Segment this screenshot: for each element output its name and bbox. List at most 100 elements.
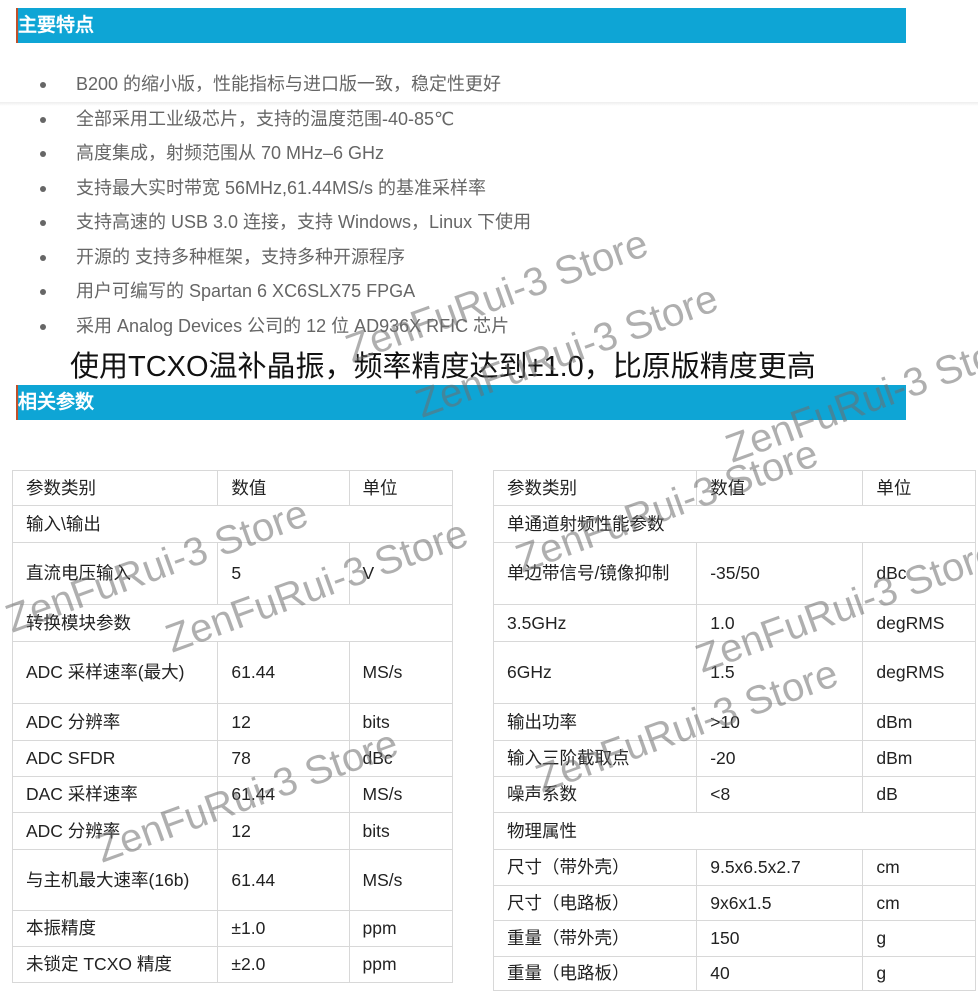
value-cell: 数值: [217, 470, 350, 506]
feature-list: B200 的缩小版，性能指标与进口版一致，稳定性更好 全部采用工业级芯片，支持的温…: [40, 67, 531, 343]
value-cell: ±1.0: [217, 910, 350, 947]
value-cell: -20: [696, 740, 864, 777]
feature-item: B200 的缩小版，性能指标与进口版一致，稳定性更好: [40, 67, 531, 102]
param-name-cell: 重量（带外壳）: [492, 920, 698, 957]
value-cell: 5: [217, 542, 350, 605]
table-row: 与主机最大速率(16b) 61.44 MS/s: [11, 849, 454, 911]
table-row: 重量（带外壳） 150 g: [492, 920, 976, 957]
section-header-features: 主要特点: [16, 8, 906, 43]
param-name-cell: 与主机最大速率(16b): [11, 849, 219, 911]
table-group-row: 物理属性: [493, 812, 976, 850]
unit-cell: ppm: [348, 946, 454, 983]
param-name-cell: ADC 分辨率: [11, 812, 219, 850]
param-name-cell: 6GHz: [492, 641, 698, 704]
feature-item: 全部采用工业级芯片，支持的温度范围-40-85℃: [40, 102, 531, 137]
unit-cell: MS/s: [348, 641, 454, 704]
params-table-left: 参数类别 数值 单位 输入\输出 直流电压输入 5 V 转换模块参数 ADC 采样速率(最大) 6…: [11, 470, 454, 983]
param-name-cell: ADC SFDR: [11, 740, 219, 777]
unit-cell: 单位: [348, 470, 454, 506]
table-row: 噪声系数 <8 dB: [492, 776, 976, 813]
unit-cell: bits: [348, 703, 454, 741]
param-name-cell: 转换模块参数: [12, 604, 453, 642]
param-name-cell: 直流电压输入: [11, 542, 219, 605]
table-row: 未锁定 TCXO 精度 ±2.0 ppm: [11, 946, 454, 983]
value-cell: 数值: [696, 470, 864, 506]
value-cell: -35/50: [696, 542, 864, 605]
param-name-cell: ADC 采样速率(最大): [11, 641, 219, 704]
section-header-params: 相关参数: [16, 385, 906, 420]
table-row: DAC 采样速率 61.44 MS/s: [11, 776, 454, 813]
table-row: ADC 采样速率(最大) 61.44 MS/s: [11, 641, 454, 704]
feature-item: 支持高速的 USB 3.0 连接，支持 Windows，Linux 下使用: [40, 205, 531, 240]
param-name-cell: 单通道射频性能参数: [493, 505, 976, 543]
value-cell: 150: [696, 920, 864, 957]
table-row: 输出功率 >10 dBm: [492, 703, 976, 741]
param-name-cell: 输出功率: [492, 703, 698, 741]
unit-cell: g: [862, 920, 976, 957]
param-name-cell: 3.5GHz: [492, 604, 698, 642]
unit-cell: V: [348, 542, 454, 605]
table-row: 输入三阶截取点 -20 dBm: [492, 740, 976, 777]
table-row: ADC 分辨率 12 bits: [11, 812, 454, 850]
unit-cell: degRMS: [862, 604, 976, 642]
param-name-cell: ADC 分辨率: [11, 703, 219, 741]
table-row: 3.5GHz 1.0 degRMS: [492, 604, 976, 642]
param-name-cell: 未锁定 TCXO 精度: [11, 946, 219, 983]
unit-cell: dBm: [862, 740, 976, 777]
unit-cell: cm: [862, 849, 976, 886]
table-row: 尺寸（电路板） 9x6x1.5 cm: [492, 885, 976, 921]
value-cell: 61.44: [217, 641, 350, 704]
value-cell: ±2.0: [217, 946, 350, 983]
value-cell: <8: [696, 776, 864, 813]
divider: [0, 102, 978, 106]
unit-cell: ppm: [348, 910, 454, 947]
unit-cell: bits: [348, 812, 454, 850]
param-name-cell: 尺寸（电路板）: [492, 885, 698, 921]
value-cell: 61.44: [217, 849, 350, 911]
value-cell: 1.0: [696, 604, 864, 642]
value-cell: 9x6x1.5: [696, 885, 864, 921]
section-title: 相关参数: [18, 392, 95, 413]
highlight-text: 使用TCXO温补晶振，频率精度达到±1.0，比原版精度更高: [70, 351, 816, 383]
unit-cell: degRMS: [862, 641, 976, 704]
feature-item: 采用 Analog Devices 公司的 12 位 AD936X RFIC 芯…: [40, 309, 531, 344]
table-row: 重量（电路板） 40 g: [492, 956, 976, 991]
unit-cell: dB: [862, 776, 976, 813]
table-row: ADC 分辨率 12 bits: [11, 703, 454, 741]
unit-cell: dBc: [348, 740, 454, 777]
table-row: ADC SFDR 78 dBc: [11, 740, 454, 777]
param-name-cell: 噪声系数: [492, 776, 698, 813]
unit-cell: MS/s: [348, 776, 454, 813]
param-name-cell: 单边带信号/镜像抑制: [492, 542, 698, 605]
feature-item: 支持最大实时带宽 56MHz,61.44MS/s 的基准采样率: [40, 171, 531, 206]
param-name-cell: 输入三阶截取点: [492, 740, 698, 777]
value-cell: 1.5: [696, 641, 864, 704]
unit-cell: dBm: [862, 703, 976, 741]
unit-cell: g: [862, 956, 976, 991]
value-cell: 78: [217, 740, 350, 777]
table-group-row: 转换模块参数: [12, 604, 453, 642]
value-cell: >10: [696, 703, 864, 741]
unit-cell: MS/s: [348, 849, 454, 911]
value-cell: 61.44: [217, 776, 350, 813]
param-name-cell: 参数类别: [11, 470, 219, 506]
param-name-cell: 参数类别: [492, 470, 698, 506]
value-cell: 12: [217, 703, 350, 741]
table-row: 单边带信号/镜像抑制 -35/50 dBc: [492, 542, 976, 605]
params-table-right: 参数类别 数值 单位 单通道射频性能参数 单边带信号/镜像抑制 -35/50 dBc 3.5G…: [492, 470, 976, 991]
param-name-cell: 物理属性: [493, 812, 976, 850]
feature-item: 用户可编写的 Spartan 6 XC6SLX75 FPGA: [40, 274, 531, 309]
table-header-row: 参数类别 数值 单位: [11, 470, 454, 506]
table-row: 6GHz 1.5 degRMS: [492, 641, 976, 704]
value-cell: 40: [696, 956, 864, 991]
table-header-row: 参数类别 数值 单位: [492, 470, 976, 506]
param-name-cell: DAC 采样速率: [11, 776, 219, 813]
table-row: 尺寸（带外壳） 9.5x6.5x2.7 cm: [492, 849, 976, 886]
table-row: 直流电压输入 5 V: [11, 542, 454, 605]
unit-cell: dBc: [862, 542, 976, 605]
table-row: 本振精度 ±1.0 ppm: [11, 910, 454, 947]
param-name-cell: 重量（电路板）: [492, 956, 698, 991]
param-name-cell: 尺寸（带外壳）: [492, 849, 698, 886]
feature-item: 高度集成，射频范围从 70 MHz–6 GHz: [40, 136, 531, 171]
section-title: 主要特点: [18, 15, 95, 36]
